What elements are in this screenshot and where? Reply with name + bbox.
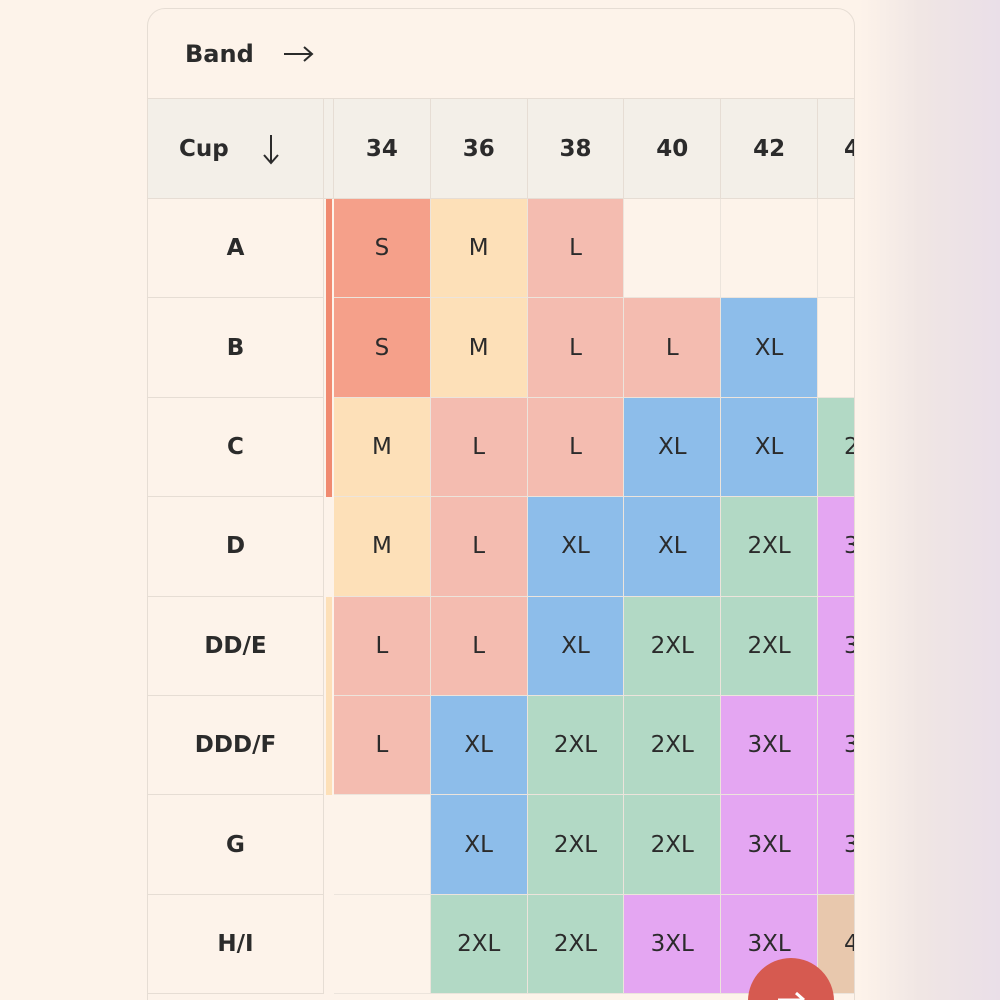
cup-label: A [148,199,324,299]
size-cell: L [334,596,431,696]
row-strip [326,596,332,696]
row-strip [326,696,332,796]
empty-cell [818,199,854,299]
size-cell: 3 [818,795,854,895]
cup-label: H/I [148,894,324,995]
size-cell: M [430,298,528,398]
corner-header: Cup [148,99,324,199]
cup-label: DD/E [148,596,324,696]
row-strip [326,199,332,299]
size-cell: 3 [818,696,854,796]
band-header-cell: 4 [818,99,854,199]
band-header-cell: 38 [527,99,625,199]
size-cell: 3XL [721,795,818,895]
cup-label: G [148,795,324,895]
size-cell: M [334,397,431,498]
band-header-cell: 36 [430,99,528,199]
size-cell: 2XL [624,795,722,895]
size-cell: L [527,397,625,498]
size-cell: L [527,199,625,299]
size-cell: L [334,696,431,796]
empty-cell [334,894,431,995]
size-cell: 3 [818,497,854,597]
size-cell: 3XL [721,696,818,796]
size-cell: 3 [818,596,854,696]
empty-cell [818,298,854,398]
band-header-cell: 34 [334,99,431,199]
size-cell: L [624,298,722,398]
size-cell: 2XL [624,696,722,796]
size-cell: L [430,596,528,696]
size-cell: 2XL [624,596,722,696]
size-cell: 4 [818,894,854,995]
size-cell: XL [430,795,528,895]
size-cell: XL [721,298,818,398]
size-cell: 2 [818,397,854,498]
cup-label: D [148,497,324,597]
row-strip [326,298,332,398]
empty-cell [334,795,431,895]
size-cell: L [430,497,528,597]
size-cell: S [334,298,431,398]
size-cell: L [527,298,625,398]
down-arrow-icon [262,134,279,165]
size-cell: 3XL [624,894,722,995]
empty-cell [624,199,722,299]
cup-label: C [148,397,324,498]
size-cell: M [430,199,528,299]
size-cell: M [334,497,431,597]
empty-cell [721,199,818,299]
row-strip [326,795,332,895]
size-cell: 2XL [527,894,625,995]
right-arrow-icon [283,45,314,62]
size-cell: XL [527,497,625,597]
size-cell: 2XL [527,795,625,895]
size-cell: 2XL [721,497,818,597]
row-strip [326,894,332,995]
cup-label: Cup [179,135,229,162]
size-chart-card: Band Cup34363840424ASMLBSMLLXLCMLLXLXL2D… [147,8,855,1000]
row-strip [326,497,332,597]
size-cell: XL [624,497,722,597]
cup-label: B [148,298,324,398]
size-cell: XL [721,397,818,498]
band-header: Band [148,9,854,99]
band-title: Band [185,39,254,68]
size-cell: L [430,397,528,498]
size-cell: XL [624,397,722,498]
header-spacer [324,99,334,199]
row-strip [326,397,332,498]
size-cell: 2XL [527,696,625,796]
cup-label: DDD/F [148,696,324,796]
band-header-cell: 40 [624,99,722,199]
size-cell: XL [430,696,528,796]
next-button[interactable] [748,956,838,1000]
band-header-cell: 42 [721,99,818,199]
size-cell: S [334,199,431,299]
size-cell: 2XL [721,596,818,696]
size-cell: 2XL [430,894,528,995]
size-cell: XL [527,596,625,696]
